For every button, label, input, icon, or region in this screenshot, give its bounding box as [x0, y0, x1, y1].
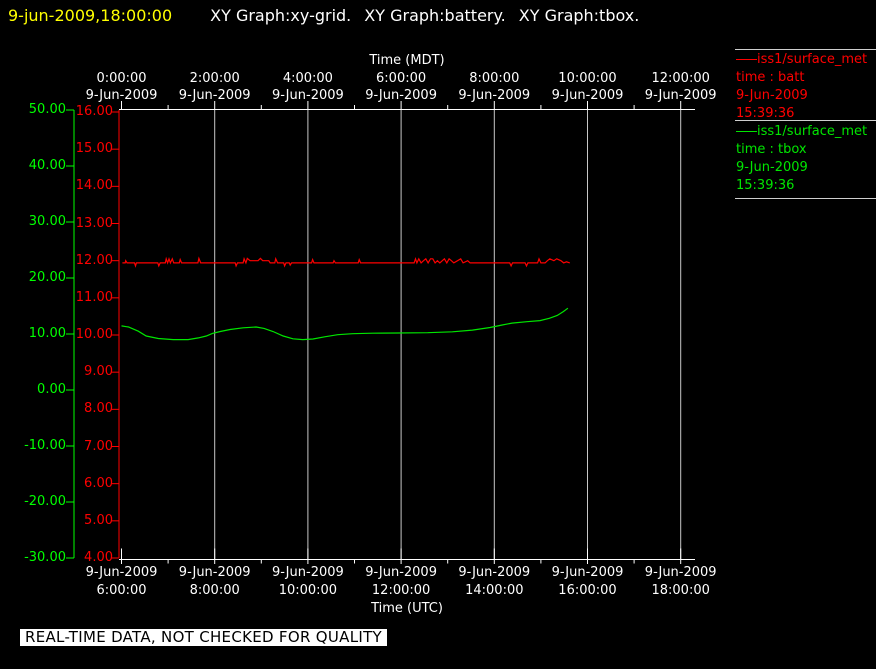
top-axis-tick-time: 6:00:00 [376, 71, 427, 86]
bottom-axis-tick-time: 14:00:00 [465, 583, 524, 598]
top-axis-tick-date: 9-Jun-2009 [551, 88, 624, 103]
legend-entry-batt: iss1/surface_met time : batt 9-Jun-2009 … [736, 51, 867, 123]
bottom-axis-tick-time: 16:00:00 [558, 583, 617, 598]
bottom-axis-tick-date: 9-Jun-2009 [85, 565, 158, 580]
top-axis-tick-time: 8:00:00 [469, 71, 520, 86]
top-axis-tick-time: 0:00:00 [96, 71, 147, 86]
legend-date: 9-Jun-2009 [736, 88, 808, 103]
green-axis-tick-label: 20.00 [28, 270, 66, 285]
red-axis-tick-label: 7.00 [84, 438, 113, 454]
top-axis-tick-time: 2:00:00 [189, 71, 240, 86]
top-axis-tick-time: 4:00:00 [282, 71, 333, 86]
title-graph-xy-grid: XY Graph:xy-grid. [210, 6, 352, 25]
title-graph-battery: XY Graph:battery. [364, 6, 506, 25]
legend-divider [735, 49, 876, 50]
red-axis-tick-label: 10.00 [75, 327, 113, 342]
legend-source: iss1/surface_met [736, 51, 867, 69]
red-axis-tick-label: 6.00 [84, 475, 113, 491]
red-y-axis [111, 110, 120, 559]
top-axis-tick-date: 9-Jun-2009 [644, 88, 717, 103]
red-axis-tick-label: 15.00 [75, 141, 113, 157]
green-axis-tick-label: 10.00 [28, 326, 66, 341]
red-axis-tick-label: 4.00 [84, 550, 113, 565]
red-axis-tick-label: 8.00 [84, 401, 113, 417]
title-timestamp: 9-jun-2009,18:00:00 [8, 6, 173, 25]
gridlines [214, 109, 682, 560]
bottom-axis-title: Time (UTC) [371, 601, 443, 616]
legend-entry-tbox: iss1/surface_met time : tbox 9-Jun-2009 … [736, 123, 867, 195]
red-axis-tick-label: 11.00 [75, 289, 113, 305]
top-axis-tick-date: 9-Jun-2009 [178, 88, 251, 103]
top-axis-tick-date: 9-Jun-2009 [272, 88, 344, 103]
bottom-axis-tick-date: 9-Jun-2009 [551, 565, 624, 580]
legend-source: iss1/surface_met [736, 123, 867, 141]
bottom-axis-tick-time: 10:00:00 [278, 583, 338, 598]
green-axis-tick-label: 40.00 [28, 158, 66, 173]
green-axis-tick-label: 30.00 [28, 214, 66, 229]
legend-divider [735, 198, 876, 199]
top-axis [119, 101, 695, 110]
green-y-axis [66, 109, 75, 559]
top-axis-tick-time: 12:00:00 [651, 71, 710, 86]
bottom-axis-tick-time: 12:00:00 [371, 583, 431, 598]
bottom-axis-tick-time: 6:00:00 [96, 583, 147, 598]
bottom-axis-tick-date: 9-Jun-2009 [272, 565, 344, 580]
tbox-line-swatch [736, 131, 757, 132]
bottom-axis-tick-date: 9-Jun-2009 [365, 565, 437, 580]
red-axis-tick-label: 16.00 [75, 104, 113, 119]
bottom-axis-tick-date: 9-Jun-2009 [644, 565, 717, 580]
red-axis-tick-label: 13.00 [75, 215, 113, 231]
quality-notice: REAL-TIME DATA, NOT CHECKED FOR QUALITY [20, 629, 388, 646]
title-bar: 9-jun-2009,18:00:00 XY Graph:xy-grid. XY G… [8, 6, 639, 25]
red-axis-tick-label: 14.00 [75, 178, 113, 194]
top-axis-tick-date: 9-Jun-2009 [85, 88, 158, 103]
green-axis-tick-label: -30.00 [24, 550, 66, 565]
bottom-axis-tick-time: 18:00:00 [651, 583, 710, 598]
legend-date: 9-Jun-2009 [736, 160, 808, 175]
top-axis-tick-date: 9-Jun-2009 [458, 88, 531, 103]
top-axis-tick-time: 10:00:00 [558, 71, 617, 86]
title-graph-tbox: XY Graph:tbox. [518, 6, 640, 25]
bottom-axis [119, 548, 695, 564]
legend-channel: time : tbox [736, 142, 807, 157]
green-axis-tick-label: 50.00 [28, 102, 66, 117]
legend-divider [735, 120, 876, 121]
green-axis-tick-label: -20.00 [24, 494, 66, 509]
legend-time: 15:39:36 [736, 106, 795, 121]
trace-batt [122, 256, 570, 268]
bottom-axis-tick-time: 8:00:00 [189, 583, 240, 598]
legend-channel: time : batt [736, 70, 805, 85]
bottom-axis-tick-date: 9-Jun-2009 [458, 565, 531, 580]
top-axis-title: Time (MDT) [369, 53, 445, 68]
trace-tbox [121, 307, 569, 341]
red-axis-tick-label: 5.00 [84, 512, 113, 528]
green-axis-tick-label: 0.00 [37, 382, 66, 397]
legend-time: 15:39:36 [736, 178, 795, 193]
green-axis-tick-label: -10.00 [24, 438, 66, 453]
bottom-axis-tick-date: 9-Jun-2009 [178, 565, 251, 580]
red-axis-tick-label: 12.00 [75, 252, 113, 268]
red-axis-tick-label: 9.00 [84, 364, 113, 380]
top-axis-tick-date: 9-Jun-2009 [365, 88, 437, 103]
batt-line-swatch [736, 59, 757, 60]
